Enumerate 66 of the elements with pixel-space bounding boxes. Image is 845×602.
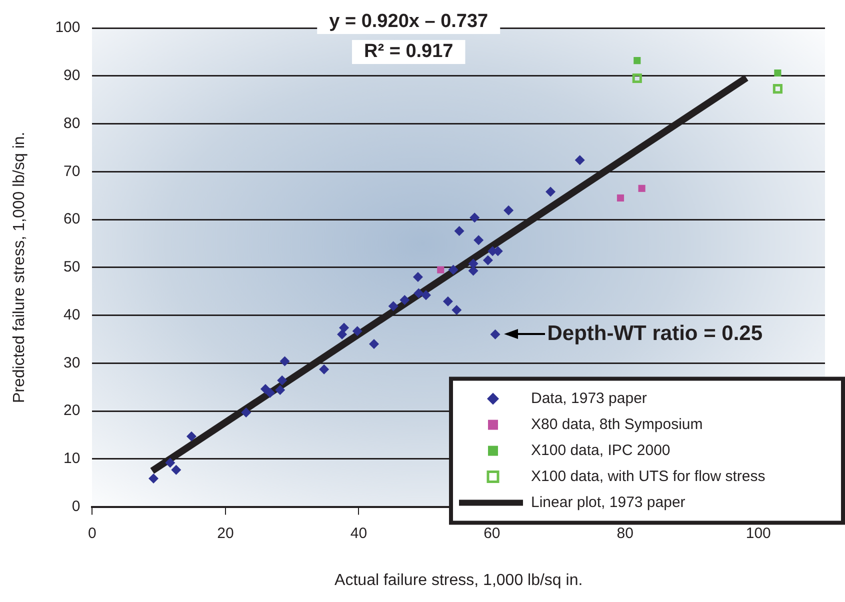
point: [352, 326, 362, 336]
point: [774, 69, 782, 77]
point: [280, 356, 290, 366]
annotation: R² = 0.917: [364, 41, 454, 62]
legend-label: Data, 1973 paper: [531, 390, 647, 407]
y-tick-label: 100: [55, 19, 80, 36]
point: [241, 407, 252, 418]
point: [616, 194, 624, 202]
point: [772, 84, 782, 94]
point: [275, 384, 286, 395]
y-axis-title: Predicted failure stress, 1,000 lb/sq in.: [11, 132, 28, 404]
point: [490, 329, 500, 340]
point: [634, 57, 641, 64]
point: [504, 205, 514, 216]
point: [337, 329, 348, 340]
x-axis-title: Actual failure stress, 1,000 lb/sq in.: [334, 572, 583, 589]
point: [470, 212, 480, 223]
x-tick-label: 20: [217, 524, 234, 542]
point: [319, 364, 330, 374]
y-tick-label: 40: [64, 306, 80, 324]
y-tick-label: 50: [64, 258, 80, 276]
point: [474, 235, 484, 246]
annotation: y = 0.920x – 0.737: [329, 11, 488, 32]
y-tick-label: 10: [64, 450, 80, 468]
point: [414, 288, 424, 298]
x-tick-label: 0: [88, 524, 96, 542]
point: [638, 184, 646, 192]
x-tick-label: 80: [616, 524, 634, 542]
point: [265, 388, 276, 398]
y-tick-label: 80: [64, 114, 80, 132]
point: [454, 226, 464, 236]
point: [420, 290, 431, 300]
legend-label: X100 data, IPC 2000: [531, 442, 670, 459]
y-tick-label: 60: [64, 210, 80, 228]
legend-label: X80 data, 8th Symposium: [531, 416, 703, 433]
point: [171, 464, 182, 475]
point: [339, 322, 350, 333]
point: [632, 73, 642, 84]
point: [412, 272, 423, 282]
annotation: Depth-WT ratio = 0.25: [547, 322, 763, 346]
point: [400, 294, 410, 305]
point: [468, 266, 478, 276]
legend-label: Linear plot, 1973 paper: [531, 494, 686, 511]
y-tick-label: 20: [64, 402, 80, 420]
point: [468, 258, 478, 269]
point: [546, 186, 556, 197]
point: [277, 375, 288, 386]
point: [186, 431, 196, 442]
legend-label: X100 data, with UTS for flow stress: [531, 468, 766, 485]
y-tick-label: 30: [64, 354, 80, 372]
x-tick-label: 40: [350, 524, 368, 542]
x-tick-label: 100: [746, 524, 771, 542]
point: [165, 458, 176, 468]
x-tick-label: 60: [484, 524, 500, 542]
point: [442, 296, 453, 306]
y-tick-label: 90: [64, 67, 80, 84]
y-tick-label: 0: [72, 498, 80, 515]
point: [448, 264, 458, 275]
point: [437, 266, 444, 274]
point: [148, 474, 159, 484]
point: [369, 339, 380, 350]
y-tick-label: 70: [64, 162, 80, 180]
point: [482, 255, 493, 266]
point: [452, 305, 462, 316]
point: [388, 301, 398, 312]
point: [574, 155, 585, 166]
